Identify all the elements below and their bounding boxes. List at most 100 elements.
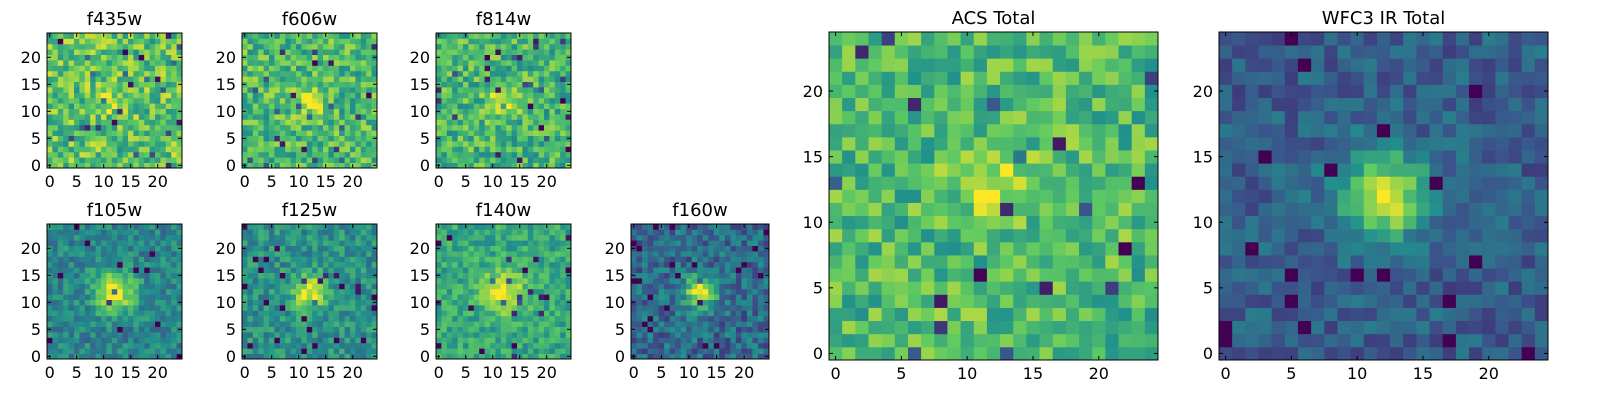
heatmap-cell — [538, 146, 545, 153]
heatmap-cell — [484, 294, 491, 300]
heatmap-cell — [1039, 333, 1054, 348]
heatmap-cell — [724, 234, 731, 241]
heatmap-cell — [95, 119, 102, 126]
heatmap-cell — [52, 294, 59, 300]
heatmap-cell — [500, 229, 507, 236]
heatmap-cell — [63, 157, 69, 163]
heatmap-cell — [921, 176, 935, 190]
heatmap-cell — [506, 103, 512, 109]
heatmap-cell — [468, 310, 475, 317]
heatmap-cell — [468, 261, 475, 268]
heatmap-cell — [479, 76, 485, 82]
heatmap-cell — [247, 124, 254, 131]
heatmap-cell — [522, 162, 529, 169]
heatmap-cell — [452, 130, 458, 136]
heatmap-cell — [317, 326, 324, 333]
heatmap-cell — [47, 294, 53, 300]
heatmap-cell — [533, 305, 539, 311]
panel-f435w-frame — [46, 32, 183, 169]
heatmap-cell — [296, 141, 302, 147]
heatmap-cell — [522, 92, 529, 99]
heatmap-cell — [128, 267, 134, 273]
heatmap-cell — [697, 272, 704, 279]
heatmap-cell — [333, 337, 340, 344]
heatmap-cell — [312, 224, 318, 230]
panel-f606w-cells — [242, 33, 378, 169]
heatmap-cell — [269, 70, 275, 77]
heatmap-cell — [360, 310, 367, 317]
heatmap-cell — [344, 353, 351, 360]
heatmap-cell — [746, 229, 753, 236]
heatmap-cell — [544, 141, 550, 147]
heatmap-cell — [306, 157, 313, 163]
heatmap-cell — [106, 146, 113, 153]
heatmap-cell — [565, 315, 572, 322]
heatmap-cell — [333, 119, 340, 126]
heatmap-cell — [538, 130, 545, 136]
heatmap-cell — [371, 38, 378, 45]
heatmap-cell — [746, 348, 753, 354]
heatmap-cell — [101, 283, 107, 290]
heatmap-cell — [360, 315, 367, 322]
heatmap-cell — [1105, 294, 1119, 308]
heatmap-cell — [242, 310, 248, 317]
heatmap-cell — [279, 272, 286, 279]
heatmap-cell — [117, 234, 123, 241]
heatmap-cell — [506, 65, 512, 72]
heatmap-cell — [479, 146, 485, 153]
heatmap-cell — [647, 224, 654, 230]
heatmap-cell — [328, 92, 335, 99]
heatmap-cell — [544, 332, 550, 338]
heatmap-cell — [506, 141, 512, 147]
heatmap-cell — [106, 310, 113, 317]
heatmap-cell — [138, 135, 145, 142]
heatmap-cell — [171, 162, 177, 169]
heatmap-cell — [323, 146, 329, 153]
heatmap-cell — [52, 87, 59, 93]
heatmap-cell — [171, 157, 177, 163]
heatmap-cell — [463, 245, 469, 252]
heatmap-cell — [171, 124, 177, 131]
heatmap-cell — [468, 283, 475, 290]
heatmap-cell — [68, 224, 75, 230]
heatmap-cell — [106, 97, 113, 104]
heatmap-cell — [730, 267, 737, 273]
heatmap-cell — [84, 278, 91, 284]
heatmap-cell — [274, 76, 281, 82]
heatmap-cell — [441, 33, 448, 39]
heatmap-cell — [144, 310, 150, 317]
heatmap-cell — [176, 321, 183, 327]
heatmap-cell — [149, 76, 156, 82]
heatmap-cell — [468, 234, 475, 241]
heatmap-cell — [560, 294, 566, 300]
heatmap-cell — [138, 49, 145, 55]
heatmap-cell — [713, 256, 720, 263]
heatmap-cell — [664, 283, 671, 290]
heatmap-cell — [279, 141, 286, 147]
heatmap-cell — [697, 283, 704, 290]
heatmap-cell — [165, 342, 172, 349]
heatmap-cell — [165, 294, 172, 300]
heatmap-cell — [675, 299, 682, 306]
heatmap-cell — [653, 245, 659, 252]
heatmap-cell — [517, 54, 523, 61]
heatmap-cell — [763, 342, 770, 349]
heatmap-cell — [144, 261, 150, 268]
y-tick-label: 0 — [615, 347, 625, 366]
heatmap-cell — [128, 240, 134, 246]
heatmap-cell — [306, 151, 313, 158]
heatmap-cell — [533, 130, 539, 136]
heatmap-cell — [52, 283, 59, 290]
heatmap-cell — [63, 224, 69, 230]
heatmap-cell — [333, 251, 340, 257]
heatmap-cell — [554, 130, 561, 136]
heatmap-cell — [947, 228, 961, 243]
heatmap-cell — [881, 307, 896, 322]
heatmap-cell — [312, 261, 318, 268]
heatmap-cell — [258, 337, 264, 344]
heatmap-cell — [554, 326, 561, 333]
heatmap-cell — [544, 81, 550, 88]
heatmap-cell — [436, 76, 442, 82]
heatmap-cell — [57, 119, 64, 126]
heatmap-cell — [636, 326, 643, 333]
